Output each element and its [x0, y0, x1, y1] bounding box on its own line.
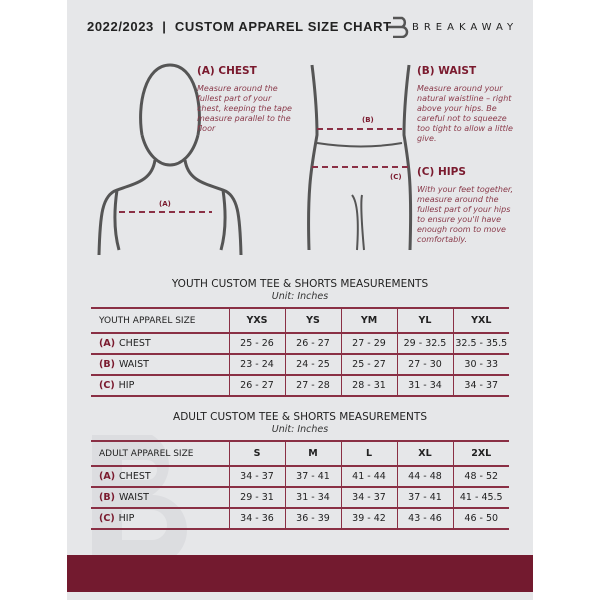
size-chart-page: 2022/2023 | CUSTOM APPAREL SIZE CHART BR…	[67, 0, 533, 600]
table-cell: 27 - 29	[340, 332, 397, 354]
table-cell: 26 - 27	[284, 332, 341, 354]
waist-marker: (B)	[362, 116, 374, 124]
youth-unit: Unit: Inches	[271, 291, 329, 302]
row-label: (C) HIP	[91, 374, 229, 397]
table-cell: 32.5 - 35.5	[452, 332, 509, 354]
chest-description: Measure around the fullest part of your …	[197, 84, 292, 133]
row-letter: (A)	[99, 471, 116, 482]
header-label: ADULT APPAREL SIZE	[91, 440, 229, 466]
adult-table-title: ADULT CUSTOM TEE & SHORTS MEASUREMENTS	[173, 411, 427, 423]
table-row: (C) HIP 34 - 36 36 - 39 39 - 42 43 - 46 46 - 5…	[91, 507, 509, 530]
table-cell: 41 - 45.5	[452, 486, 509, 508]
row-label: (A) CHEST	[91, 332, 229, 354]
size-header: L	[340, 440, 397, 466]
table-cell: 44 - 48	[396, 465, 453, 487]
brand-name: BREAKAWAY	[412, 22, 519, 33]
upper-body-outline	[97, 63, 243, 256]
row-label: (C) HIP	[91, 507, 229, 530]
size-header: XL	[396, 440, 453, 466]
table-cell: 23 - 24	[228, 353, 285, 375]
body-figures: (A) (B) (C)	[97, 63, 413, 256]
table-cell: 28 - 31	[340, 374, 397, 397]
size-header: YM	[340, 307, 397, 333]
table-cell: 46 - 50	[452, 507, 509, 530]
row-letter: (B)	[99, 492, 115, 503]
header-label: YOUTH APPAREL SIZE	[91, 307, 229, 333]
row-label: (A) CHEST	[91, 465, 229, 487]
table-row: (A) CHEST 34 - 37 37 - 41 41 - 44 44 - 48 48 -…	[91, 465, 509, 487]
table-cell: 31 - 34	[284, 486, 341, 508]
size-header: M	[284, 440, 341, 466]
row-letter: (A)	[99, 338, 116, 349]
table-cell: 41 - 44	[340, 465, 397, 487]
row-name: CHEST	[119, 338, 151, 349]
table-cell: 34 - 37	[228, 465, 285, 487]
table-cell: 37 - 41	[284, 465, 341, 487]
youth-size-table: YOUTH APPAREL SIZE YXS YS YM YL YXL (A) CHEST 25…	[91, 307, 509, 397]
table-cell: 25 - 27	[340, 353, 397, 375]
table-cell: 24 - 25	[284, 353, 341, 375]
size-header: 2XL	[452, 440, 509, 466]
table-cell: 34 - 37	[340, 486, 397, 508]
adult-unit: Unit: Inches	[271, 424, 329, 435]
table-cell: 27 - 30	[396, 353, 453, 375]
row-label: (B) WAIST	[91, 353, 229, 375]
row-letter: (C)	[99, 380, 115, 391]
table-cell: 29 - 31	[228, 486, 285, 508]
hips-heading: (C) HIPS	[417, 166, 466, 178]
size-header: S	[228, 440, 285, 466]
table-cell: 43 - 46	[396, 507, 453, 530]
table-cell: 37 - 41	[396, 486, 453, 508]
table-row: (B) WAIST 29 - 31 31 - 34 34 - 37 37 - 41 41 -…	[91, 486, 509, 508]
table-cell: 25 - 26	[228, 332, 285, 354]
table-cell: 34 - 36	[228, 507, 285, 530]
table-cell: 26 - 27	[228, 374, 285, 397]
table-row: (A) CHEST 25 - 26 26 - 27 27 - 29 29 - 32.5 32…	[91, 332, 509, 354]
size-header: YXS	[228, 307, 285, 333]
chest-marker: (A)	[159, 200, 171, 208]
table-header-row: YOUTH APPAREL SIZE YXS YS YM YL YXL	[91, 307, 509, 333]
row-letter: (C)	[99, 513, 115, 524]
table-cell: 30 - 33	[452, 353, 509, 375]
table-cell: 34 - 37	[452, 374, 509, 397]
row-name: WAIST	[118, 359, 149, 370]
row-letter: (B)	[99, 359, 115, 370]
table-cell: 48 - 52	[452, 465, 509, 487]
hips-marker: (C)	[390, 173, 402, 181]
youth-table-title: YOUTH CUSTOM TEE & SHORTS MEASUREMENTS	[171, 278, 429, 290]
breakaway-logo-icon	[388, 16, 409, 38]
table-cell: 27 - 28	[284, 374, 341, 397]
row-name: WAIST	[118, 492, 149, 503]
hips-description: With your feet together, measure around …	[417, 185, 514, 244]
waist-description: Measure around your natural waistline – …	[417, 84, 513, 143]
table-cell: 36 - 39	[284, 507, 341, 530]
waist-heading: (B) WAIST	[417, 65, 477, 77]
page-title: 2022/2023 | CUSTOM APPAREL SIZE CHART	[87, 19, 392, 34]
table-row: (C) HIP 26 - 27 27 - 28 28 - 31 31 - 34 34 - 3…	[91, 374, 509, 397]
row-name: CHEST	[119, 471, 151, 482]
lower-body-outline	[307, 64, 413, 251]
chest-heading: (A) CHEST	[197, 65, 257, 77]
adult-size-table: ADULT APPAREL SIZE S M L XL 2XL (A) CHEST 34 - 3…	[91, 440, 509, 530]
table-cell: 39 - 42	[340, 507, 397, 530]
table-cell: 31 - 34	[396, 374, 453, 397]
table-cell: 29 - 32.5	[396, 332, 453, 354]
row-name: HIP	[118, 513, 135, 524]
table-header-row: ADULT APPAREL SIZE S M L XL 2XL	[91, 440, 509, 466]
size-header: YL	[396, 307, 453, 333]
size-header: YXL	[452, 307, 509, 333]
row-name: HIP	[118, 380, 135, 391]
footer-band	[67, 555, 533, 592]
row-label: (B) WAIST	[91, 486, 229, 508]
table-row: (B) WAIST 23 - 24 24 - 25 25 - 27 27 - 30 30 -…	[91, 353, 509, 375]
size-header: YS	[284, 307, 341, 333]
